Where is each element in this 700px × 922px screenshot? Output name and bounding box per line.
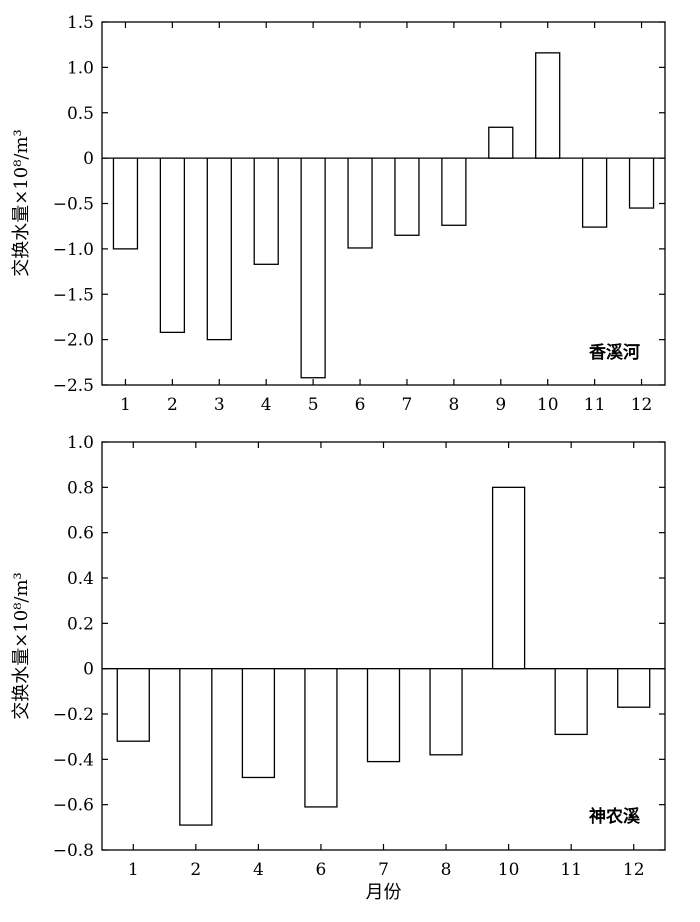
panel-2-ylabel: 交换水量×10⁸/m³: [11, 572, 32, 720]
panel-1-xtick-label: 12: [631, 395, 653, 415]
panel-2-xlabel: 月份: [366, 882, 402, 903]
panel-1-xtick-label: 5: [308, 395, 319, 415]
panel-2-annotation: 神农溪: [589, 806, 641, 827]
panel-2-ytick-label: 0.6: [67, 524, 94, 544]
panel-1-ytick-label: −1.0: [53, 240, 94, 260]
panel-2-bar: [179, 668, 213, 826]
panel-2-ytick-label: 1.0: [67, 433, 94, 453]
panel-1-bar: [159, 157, 186, 334]
panel-2-ytick-label: 0.4: [67, 569, 94, 589]
panel-1-bar: [300, 157, 326, 379]
panel-2-ytick-label: 0.2: [67, 614, 94, 634]
panel-2-xtick-label: 8: [441, 860, 452, 880]
panel-1-ytick-label: 0: [83, 149, 94, 169]
panel-2-bar: [366, 668, 401, 763]
panel-1-bar: [394, 157, 420, 236]
panel-1-bar: [112, 157, 139, 250]
panel-1-xtick-label: 7: [402, 395, 413, 415]
panel-2-ytick-label: 0.8: [67, 478, 94, 498]
panel-1-bar: [347, 157, 373, 249]
panel-1-ytick-label: −0.5: [53, 195, 94, 215]
panel-1-xtick-label: 6: [355, 395, 366, 415]
panel-1-xtick-label: 9: [495, 395, 506, 415]
panel-1-bar: [206, 157, 232, 341]
panel-1-bar: [581, 157, 608, 228]
panel-1-ytick-label: 1.0: [67, 58, 94, 78]
panel-1-annotation: 香溪河: [589, 343, 640, 363]
panel-1-xtick-label: 1: [120, 395, 131, 415]
panel-2-xtick-label: 6: [316, 860, 327, 880]
panel-2-bar: [554, 668, 588, 736]
panel-2-bar: [491, 486, 526, 670]
panel-2-bar: [241, 668, 276, 779]
panel-1-bar: [253, 157, 279, 265]
panel-2-xtick-label: 2: [190, 860, 201, 880]
panel-2-xtick-label: 10: [498, 860, 520, 880]
panel-1-xtick-label: 11: [584, 395, 606, 415]
panel-2-ytick-label: −0.6: [53, 796, 94, 816]
panel-1-xtick-label: 4: [261, 395, 272, 415]
panel-1-ytick-label: 0.5: [67, 104, 94, 124]
panel-2-xtick-label: 4: [253, 860, 264, 880]
panel-2-ytick-label: −0.2: [53, 705, 94, 725]
panel-1-frame: [101, 21, 666, 386]
panel-2-xtick-label: 12: [623, 860, 645, 880]
panel-1-bar: [441, 157, 467, 226]
panel-1-bar: [535, 52, 561, 159]
panel-1-xtick-label: 3: [214, 395, 225, 415]
panel-1-ytick-label: −2.0: [53, 331, 94, 351]
panel-1-xtick-label: 8: [448, 395, 459, 415]
panel-1-bar: [488, 126, 514, 159]
panel-1-ylabel: 交换水量×10⁸/m³: [11, 129, 32, 277]
panel-2-ytick-label: 0: [83, 660, 94, 680]
panel-2-xtick-label: 7: [378, 860, 389, 880]
panel-2-ytick-label: −0.4: [53, 750, 94, 770]
panel-2-bar: [429, 668, 463, 756]
panel-1-ytick-label: −1.5: [53, 285, 94, 305]
panel-2-xtick-label: 1: [128, 860, 139, 880]
panel-2-xtick-label: 11: [560, 860, 582, 880]
panel-1-ytick-label: 1.5: [67, 13, 94, 33]
panel-2-bar: [116, 668, 150, 742]
panel-2-bar: [304, 668, 338, 808]
panel-2-ytick-label: −0.8: [53, 841, 94, 861]
panel-1-xtick-label: 2: [167, 395, 178, 415]
panel-2-bar: [617, 668, 651, 708]
panel-1-xtick-label: 10: [537, 395, 559, 415]
panel-1-bar: [628, 157, 655, 209]
panel-1-ytick-label: −2.5: [53, 376, 94, 396]
